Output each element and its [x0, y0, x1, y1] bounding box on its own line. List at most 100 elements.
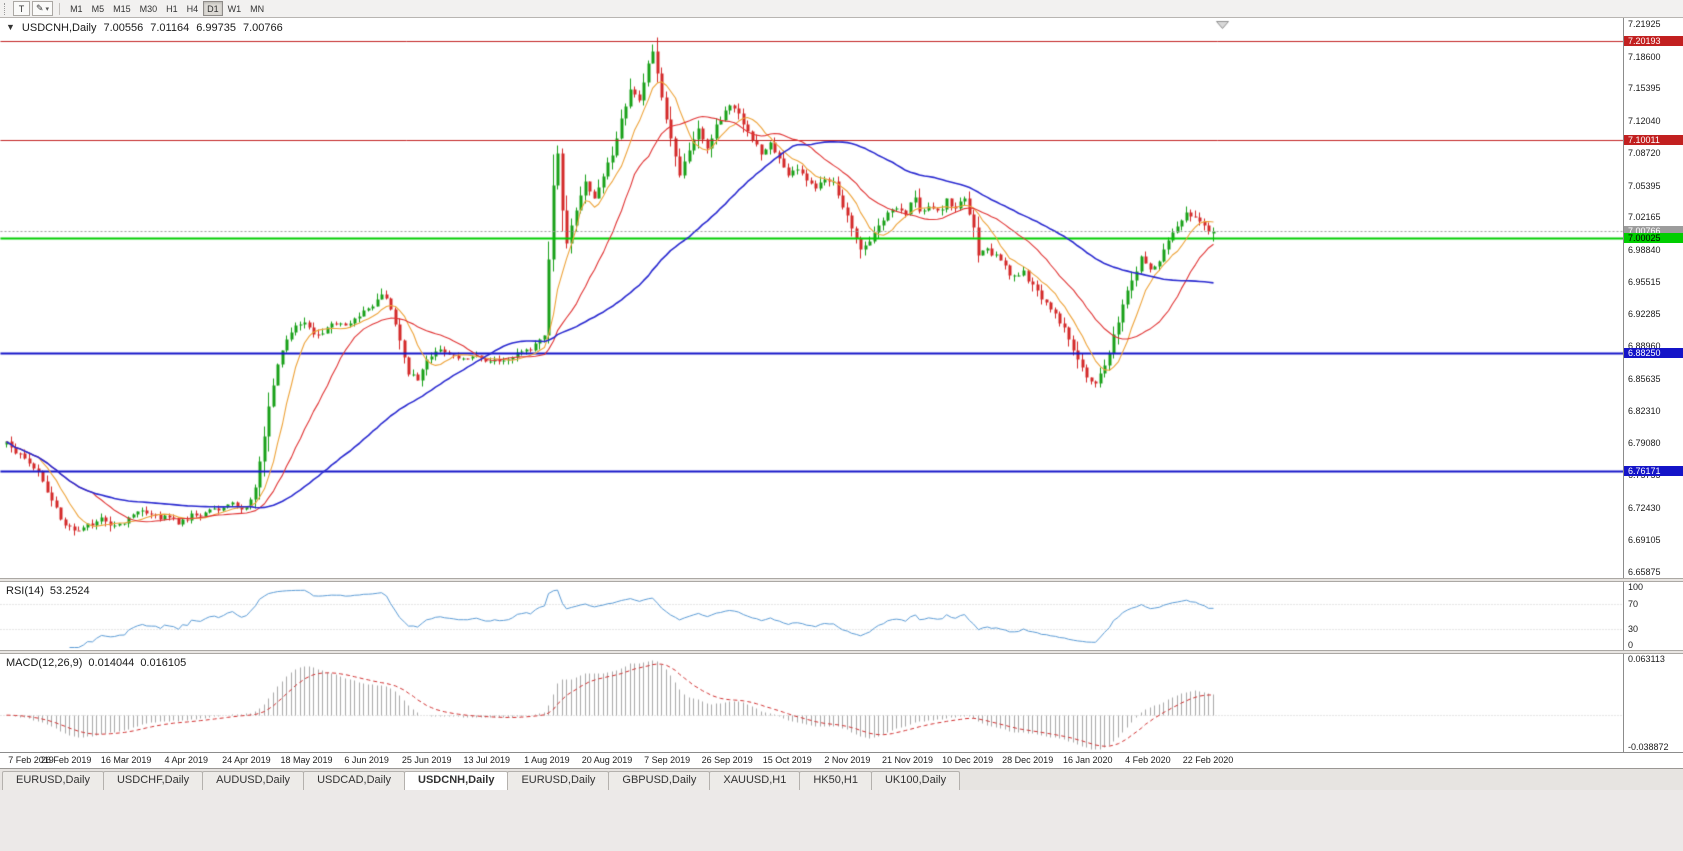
rsi-axis-label: 100 [1628, 582, 1644, 592]
timeframe-button-d1[interactable]: D1 [203, 1, 223, 16]
date-axis-label: 25 Jun 2019 [401, 755, 452, 765]
timeframe-button-m5[interactable]: M5 [88, 1, 109, 16]
price-axis-label: 6.69105 [1628, 535, 1661, 546]
toolbar-grip[interactable] [4, 2, 7, 15]
date-axis-label: 20 Aug 2019 [581, 755, 633, 765]
main-chart-panel: ▼ USDCNH,Daily 7.00556 7.01164 6.99735 7… [0, 18, 1683, 578]
date-axis-label: 13 Jul 2019 [463, 755, 511, 765]
pencil-icon: ✎ [36, 3, 44, 13]
chart-toolbar: T ✎ ▾ M1 M5 M15 M30 H1 H4 D1 W1 MN [0, 0, 1683, 18]
price-level-badge: 7.20193 [1624, 35, 1683, 46]
timeframe-button-mn[interactable]: MN [246, 1, 268, 16]
rsi-plot[interactable]: RSI(14) 53.2524 [0, 582, 1623, 650]
price-level-badge: 7.10011 [1624, 135, 1683, 146]
price-axis-label: 7.15395 [1628, 82, 1661, 93]
price-axis-label: 6.65875 [1628, 566, 1661, 577]
macd-label: MACD(12,26,9) 0.014044 0.016105 [6, 657, 192, 669]
chart-tab-usdcad-daily-3[interactable]: USDCAD,Daily [303, 771, 406, 790]
rsi-axis-label: 70 [1628, 599, 1639, 610]
price-axis-label: 6.92285 [1628, 308, 1661, 319]
date-axis-label: 18 May 2019 [280, 755, 333, 765]
price-axis-label: 6.79080 [1628, 437, 1661, 448]
date-axis-label: 26 Feb 2019 [40, 755, 92, 765]
price-axis[interactable]: 7.21925 7.18600 7.15395 7.12040 7.08720 7.053… [1623, 18, 1683, 578]
price-axis-label: 6.85635 [1628, 373, 1661, 384]
timeframe-button-h1[interactable]: H1 [162, 1, 182, 16]
draw-tool-button[interactable]: ✎ ▾ [32, 1, 54, 16]
timeframe-button-m1[interactable]: M1 [66, 1, 87, 16]
date-axis-label: 21 Nov 2019 [881, 755, 934, 765]
price-axis-label: 6.95515 [1628, 277, 1661, 288]
panel-resize-handle[interactable] [0, 650, 1683, 654]
symbol-name: USDCNH,Daily [21, 22, 97, 34]
price-level-badge: 6.88250 [1624, 348, 1683, 359]
symbol-ohlc-readout: ▼ USDCNH,Daily 7.00556 7.01164 6.99735 7… [6, 22, 283, 34]
date-axis-label: 4 Apr 2019 [164, 755, 209, 765]
date-axis-label: 15 Oct 2019 [762, 755, 812, 765]
price-level-badge: 7.00025 [1624, 233, 1683, 244]
chart-tab-eurusd-daily-0[interactable]: EURUSD,Daily [2, 771, 104, 790]
chart-tab-usdchf-daily-1[interactable]: USDCHF,Daily [102, 771, 204, 790]
chart-tab-xauusd-h1-7[interactable]: XAUUSD,H1 [709, 771, 801, 790]
macd-axis-label: 0.063113 [1628, 654, 1665, 664]
text-tool-button[interactable]: T [13, 1, 30, 16]
chart-tab-gbpusd-daily-6[interactable]: GBPUSD,Daily [608, 771, 711, 790]
timeframe-button-w1[interactable]: W1 [224, 1, 246, 16]
chart-tab-eurusd-daily-5[interactable]: EURUSD,Daily [507, 771, 610, 790]
time-axis[interactable]: 7 Feb 2019 26 Feb 2019 16 Mar 2019 4 Apr 20… [0, 752, 1683, 768]
price-level-badge: 6.76171 [1624, 466, 1683, 477]
price-axis-label: 7.18600 [1628, 51, 1661, 62]
rsi-panel: RSI(14) 53.2524 100 70 30 0 [0, 582, 1683, 650]
current-price-badge: 7.00766 [1624, 225, 1683, 236]
macd-axis[interactable]: 0.063113 -0.038872 [1623, 654, 1683, 752]
chart-tab-audusd-daily-2[interactable]: AUDUSD,Daily [202, 771, 305, 790]
price-axis-label: 6.98840 [1628, 244, 1661, 255]
date-axis-label: 26 Sep 2019 [701, 755, 753, 765]
price-axis-label: 7.12040 [1628, 115, 1661, 126]
macd-axis-label: -0.038872 [1628, 742, 1669, 752]
price-axis-label: 6.82310 [1628, 406, 1661, 417]
timeframe-button-m30[interactable]: M30 [136, 1, 162, 16]
window-filler [0, 790, 1683, 851]
timeframe-button-h4[interactable]: H4 [183, 1, 203, 16]
macd-plot[interactable]: MACD(12,26,9) 0.014044 0.016105 [0, 654, 1623, 752]
date-axis-label: 1 Aug 2019 [524, 755, 570, 765]
macd-chart-canvas[interactable] [0, 654, 1623, 752]
rsi-chart-canvas[interactable] [0, 582, 1623, 650]
rsi-axis[interactable]: 100 70 30 0 [1623, 582, 1683, 650]
date-axis-label: 28 Dec 2019 [1002, 755, 1054, 765]
rsi-title: RSI(14) [6, 585, 44, 597]
date-axis-label: 16 Mar 2019 [100, 755, 152, 765]
price-axis-label: 7.21925 [1628, 19, 1661, 29]
candlestick-chart-canvas[interactable] [0, 18, 1623, 578]
date-axis-label: 24 Apr 2019 [222, 755, 271, 765]
price-axis-label: 7.08720 [1628, 148, 1661, 159]
panel-resize-handle[interactable] [0, 578, 1683, 582]
macd-panel: MACD(12,26,9) 0.014044 0.016105 0.063113 -0… [0, 654, 1683, 752]
rsi-axis-label: 0 [1628, 640, 1634, 650]
price-axis-label: 6.88960 [1628, 341, 1661, 352]
date-axis-label: 2 Nov 2019 [824, 755, 871, 765]
toolbar-separator [59, 2, 61, 15]
macd-title: MACD(12,26,9) [6, 657, 83, 669]
macd-value-main: 0.014044 [88, 657, 135, 669]
timeframe-button-group: M1 M5 M15 M30 H1 H4 D1 W1 MN [66, 1, 268, 16]
date-axis-label: 4 Feb 2020 [1125, 755, 1171, 765]
ohlc-open: 7.00556 [103, 22, 144, 34]
chart-tab-hk50-h1-8[interactable]: HK50,H1 [799, 771, 872, 790]
price-axis-label: 6.72430 [1628, 502, 1661, 513]
price-axis-label: 7.02165 [1628, 212, 1661, 223]
date-axis-label: 10 Dec 2019 [942, 755, 994, 765]
date-axis-label: 6 Jun 2019 [344, 755, 389, 765]
ohlc-close: 7.00766 [242, 22, 283, 34]
date-axis-label: 7 Sep 2019 [644, 755, 691, 765]
chart-tab-uk100-daily-9[interactable]: UK100,Daily [870, 771, 961, 790]
one-click-trading-icon[interactable]: ▼ [6, 22, 15, 32]
rsi-axis-label: 30 [1628, 623, 1639, 634]
chart-tabs-bar: EURUSD,Daily USDCHF,Daily AUDUSD,Daily USDC… [0, 768, 1683, 790]
main-chart-plot[interactable]: ▼ USDCNH,Daily 7.00556 7.01164 6.99735 7… [0, 18, 1623, 578]
ohlc-low: 6.99735 [196, 22, 236, 34]
timeframe-button-m15[interactable]: M15 [109, 1, 135, 16]
chart-tab-usdcnh-daily-4[interactable]: USDCNH,Daily [404, 771, 509, 790]
